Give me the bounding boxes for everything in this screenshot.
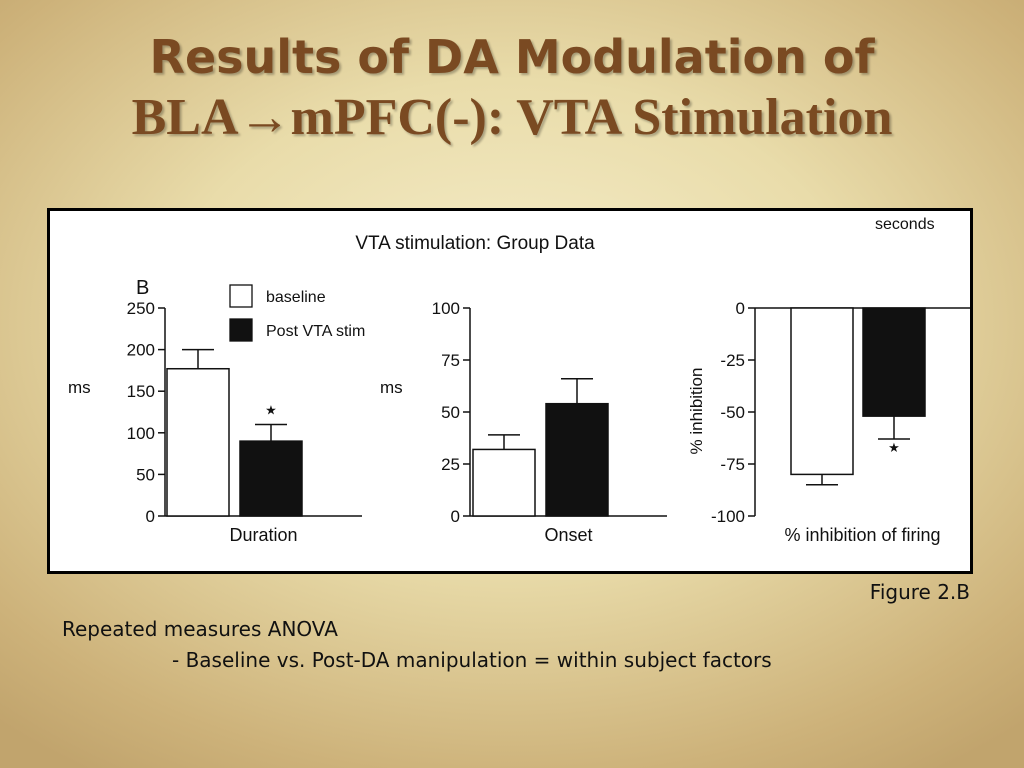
chart-2-bar-post-vta-stim — [545, 402, 609, 517]
chart-2-y-tick-label: 25 — [441, 455, 460, 474]
chart-2-bar-baseline — [472, 448, 536, 517]
chart-3-y-tick-label: -75 — [720, 455, 745, 474]
legend-label-baseline: baseline — [266, 289, 326, 306]
chart-1-y-tick-label: 200 — [127, 341, 155, 360]
chart-1-y-tick-label: 150 — [127, 382, 155, 401]
chart-2-y-tick-label: 0 — [451, 507, 460, 526]
legend-label-post-vta-stim: Post VTA stim — [266, 323, 365, 340]
chart-2-y-label: ms — [380, 378, 403, 397]
panel-letter: B — [136, 277, 149, 299]
chart-3-y-tick-label: -25 — [720, 351, 745, 370]
chart-3-bar-baseline — [790, 307, 854, 476]
chart-1-y-tick-label: 50 — [136, 465, 155, 484]
chart-1-y-tick-label: 250 — [127, 299, 155, 318]
figure-svg: VTA stimulation: Group Data seconds B ba… — [68, 216, 970, 545]
slide-title: Results of DA Modulation of BLA→mPFC(-):… — [0, 30, 1024, 150]
chart-1-y-label: ms — [68, 378, 91, 397]
chart-2-x-label: Onset — [544, 525, 592, 545]
figure-title: VTA stimulation: Group Data — [355, 233, 595, 254]
legend-swatch-baseline — [229, 284, 253, 308]
chart-3-significance-star-post-vta-stim: ★ — [888, 440, 900, 455]
legend-swatch-post-vta-stim — [229, 318, 253, 342]
legend: baseline Post VTA stim — [229, 284, 365, 342]
slide-title-line-1: Results of DA Modulation of — [149, 30, 875, 84]
chart-1-y-tick-label: 0 — [146, 507, 155, 526]
chart-2-y-tick-label: 50 — [441, 403, 460, 422]
note-line-2: - Baseline vs. Post-DA manipulation = wi… — [172, 648, 772, 672]
chart-1-bar-baseline — [166, 367, 230, 517]
chart-3-y-tick-label: -50 — [720, 403, 745, 422]
chart-3-y-label: % inhibition — [687, 368, 706, 455]
chart-3-y-tick-label: 0 — [736, 299, 745, 318]
corner-text: seconds — [875, 216, 935, 233]
figure-panel: VTA stimulation: Group Data seconds B ba… — [47, 208, 973, 574]
chart-2-y-tick-label: 100 — [432, 299, 460, 318]
chart-3-x-label: % inhibition of firing — [784, 525, 940, 545]
chart-1-x-label: Duration — [229, 525, 297, 545]
note-line-1: Repeated measures ANOVA — [62, 617, 338, 641]
slide-title-line-2: BLA→mPFC(-): VTA Stimulation — [131, 89, 893, 147]
slide-notes: Repeated measures ANOVA - Baseline vs. P… — [62, 614, 772, 676]
chart-1-significance-star-post-vta-stim: ★ — [265, 402, 277, 417]
figure-caption: Figure 2.B — [869, 580, 970, 604]
chart-2-y-tick-label: 75 — [441, 351, 460, 370]
chart-1-y-tick-label: 100 — [127, 424, 155, 443]
charts-group: 0 50 100 150 200 250 ms Duration ★ 0 25 50 75 100 ms On… — [68, 299, 970, 545]
chart-3-bar-post-vta-stim — [862, 307, 926, 417]
chart-3-y-tick-label: -100 — [711, 507, 745, 526]
chart-1-bar-post-vta-stim — [239, 440, 303, 517]
